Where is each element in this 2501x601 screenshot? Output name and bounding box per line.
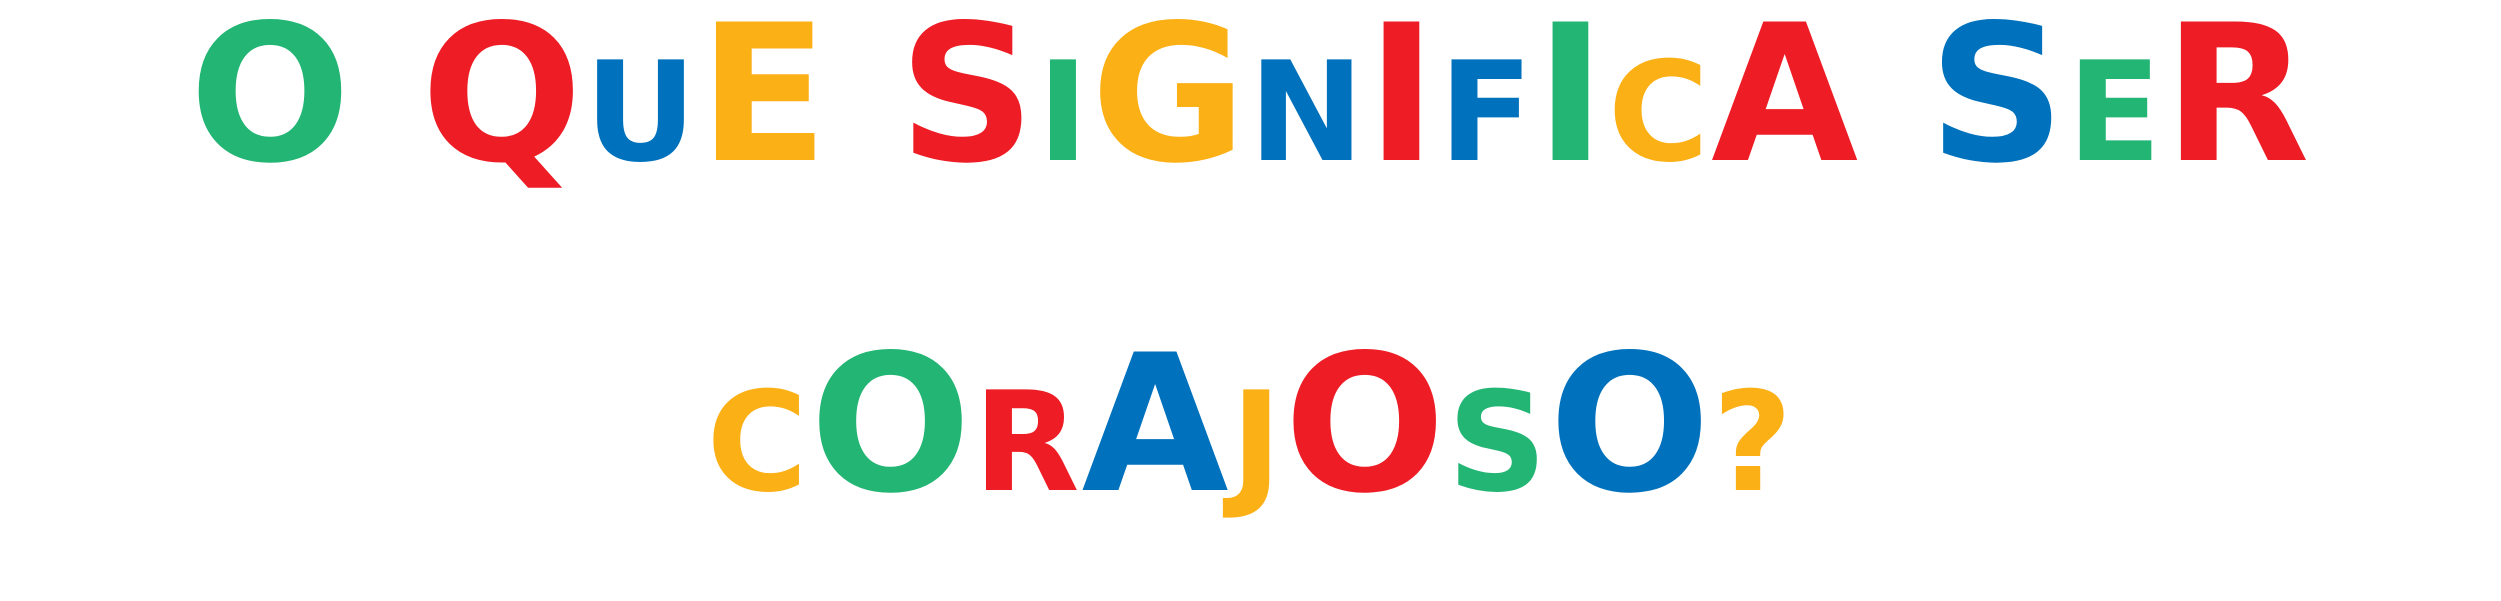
title-line-2: CORAJOSO? — [0, 330, 2501, 520]
title-letter: F — [1438, 32, 1536, 193]
title-letter: Q — [420, 0, 585, 205]
title-letter: I — [1535, 0, 1608, 205]
title-space — [830, 0, 898, 190]
title-letter: G — [1090, 0, 1249, 205]
title-line-1: O QUE SIGNIFICA SER — [0, 0, 2501, 190]
title-letter: C — [1607, 32, 1712, 193]
title-space — [1860, 0, 1928, 190]
title-letter: A — [1081, 314, 1231, 535]
title-letter: S — [898, 0, 1038, 205]
title-letter: C — [706, 362, 810, 523]
title-letter: U — [584, 32, 699, 193]
title-letter: A — [1711, 0, 1861, 205]
title-letter: E — [698, 0, 831, 205]
title-letter: O — [1283, 314, 1448, 535]
title-space — [353, 0, 421, 190]
title-letter: I — [1366, 0, 1439, 205]
title-letter: S — [1447, 362, 1549, 523]
title-letter: I — [1037, 32, 1091, 193]
title-letter: O — [189, 0, 353, 205]
title-letter: ? — [1712, 362, 1795, 523]
title-letter: S — [1928, 0, 2068, 205]
title-letter: E — [2067, 32, 2164, 193]
title-letter: J — [1230, 362, 1284, 523]
title-letter: N — [1248, 32, 1367, 193]
title-letter: O — [809, 314, 974, 535]
title-letter: R — [2163, 0, 2312, 205]
title-letter: O — [1548, 314, 1713, 535]
title-letter: R — [973, 362, 1082, 523]
